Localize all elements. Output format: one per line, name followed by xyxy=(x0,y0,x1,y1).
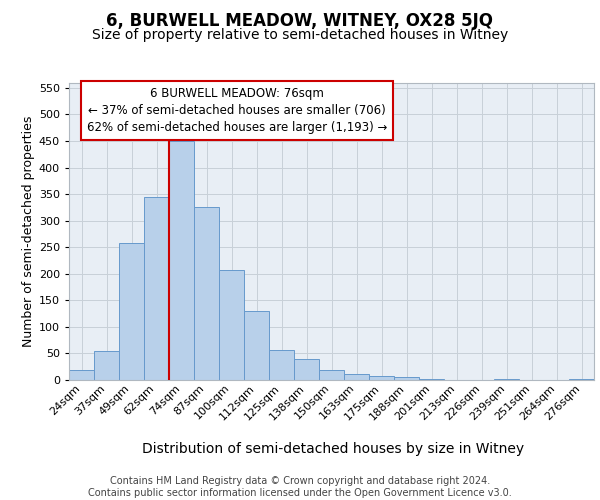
Bar xyxy=(494,379,519,380)
Text: Size of property relative to semi-detached houses in Witney: Size of property relative to semi-detach… xyxy=(92,28,508,42)
Bar xyxy=(419,379,444,380)
Bar xyxy=(169,141,194,380)
Text: Distribution of semi-detached houses by size in Witney: Distribution of semi-detached houses by … xyxy=(142,442,524,456)
Bar xyxy=(94,351,119,380)
Bar xyxy=(269,350,294,380)
Text: Contains HM Land Registry data © Crown copyright and database right 2024.: Contains HM Land Registry data © Crown c… xyxy=(110,476,490,486)
Bar xyxy=(69,370,94,380)
Bar xyxy=(344,374,369,380)
Bar xyxy=(194,208,219,380)
Bar xyxy=(569,379,594,380)
Bar xyxy=(144,196,169,380)
Text: 6 BURWELL MEADOW: 76sqm
← 37% of semi-detached houses are smaller (706)
62% of s: 6 BURWELL MEADOW: 76sqm ← 37% of semi-de… xyxy=(87,87,387,134)
Bar xyxy=(294,359,319,380)
Bar xyxy=(244,311,269,380)
Bar xyxy=(369,376,394,380)
Bar xyxy=(319,370,344,380)
Text: Contains public sector information licensed under the Open Government Licence v3: Contains public sector information licen… xyxy=(88,488,512,498)
Bar xyxy=(119,243,144,380)
Y-axis label: Number of semi-detached properties: Number of semi-detached properties xyxy=(22,116,35,347)
Bar xyxy=(394,378,419,380)
Bar xyxy=(219,270,244,380)
Text: 6, BURWELL MEADOW, WITNEY, OX28 5JQ: 6, BURWELL MEADOW, WITNEY, OX28 5JQ xyxy=(107,12,493,30)
